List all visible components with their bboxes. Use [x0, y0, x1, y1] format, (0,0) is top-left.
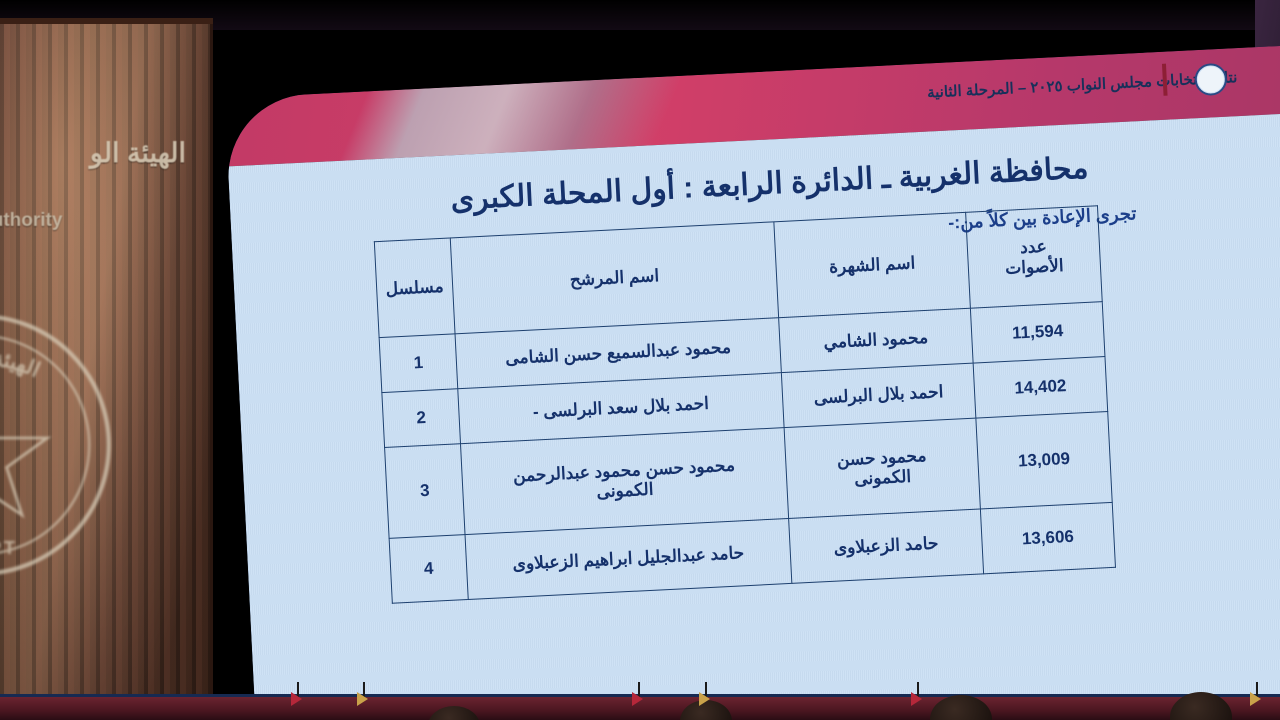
svg-text:EGYPT: EGYPT [0, 538, 18, 558]
